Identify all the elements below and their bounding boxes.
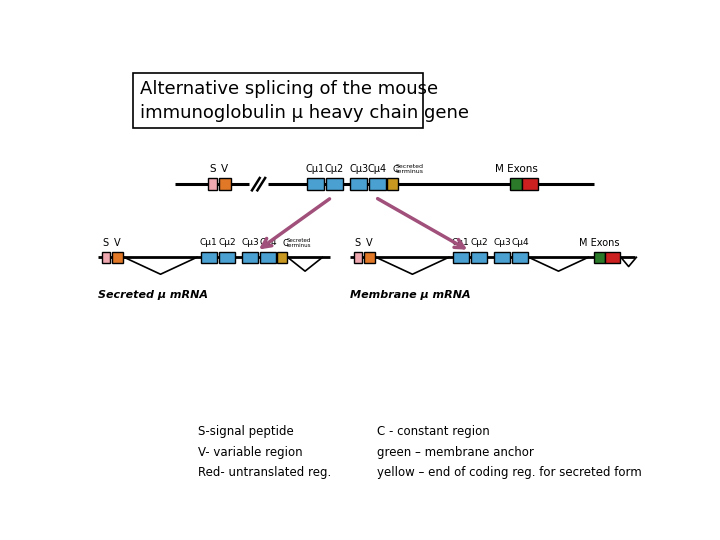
Text: S: S (209, 164, 216, 174)
Text: M Exons: M Exons (495, 164, 538, 174)
Bar (471, 252, 487, 263)
Bar (112, 252, 123, 263)
Text: Cμ2: Cμ2 (325, 164, 343, 174)
Bar (512, 252, 528, 263)
Text: Cμ4: Cμ4 (368, 164, 387, 174)
Text: Secreted
terminus: Secreted terminus (396, 164, 424, 174)
Text: Cμ4: Cμ4 (511, 238, 529, 247)
Text: Secreted μ mRNA: Secreted μ mRNA (98, 289, 208, 300)
Bar (201, 252, 217, 263)
Text: S: S (354, 238, 361, 248)
Bar (208, 178, 217, 190)
Bar (102, 252, 110, 263)
Text: Alternative splicing of the mouse
immunoglobulin μ heavy chain gene: Alternative splicing of the mouse immuno… (140, 80, 469, 123)
Bar (219, 178, 231, 190)
Text: Cμ2: Cμ2 (218, 238, 236, 247)
Bar (242, 252, 258, 263)
Bar (453, 252, 469, 263)
Text: C: C (392, 165, 398, 174)
Text: Secreted
terminus: Secreted terminus (287, 238, 311, 248)
Text: Cμ3: Cμ3 (349, 164, 369, 174)
Text: Cμ2: Cμ2 (470, 238, 488, 247)
Bar (594, 252, 605, 263)
Text: S: S (102, 238, 109, 248)
Bar (364, 252, 375, 263)
Bar (354, 252, 362, 263)
Text: C - constant region
green – membrane anchor
yellow – end of coding reg. for secr: C - constant region green – membrane anc… (377, 425, 642, 479)
Text: Cμ1: Cμ1 (306, 164, 325, 174)
Text: C: C (283, 239, 289, 248)
Bar (510, 178, 522, 190)
Bar (351, 178, 367, 190)
Bar (307, 178, 324, 190)
Text: Cμ4: Cμ4 (259, 238, 277, 247)
Text: S-signal peptide
V- variable region
Red- untranslated reg.: S-signal peptide V- variable region Red-… (199, 425, 332, 479)
Text: M Exons: M Exons (579, 238, 619, 248)
Bar (523, 178, 538, 190)
Bar (219, 252, 235, 263)
Bar (325, 178, 343, 190)
Bar (260, 252, 276, 263)
Text: V: V (114, 238, 120, 248)
Bar (276, 252, 287, 263)
Text: Cμ3: Cμ3 (241, 238, 259, 247)
Bar (606, 252, 620, 263)
Text: V: V (221, 164, 228, 174)
Bar (494, 252, 510, 263)
Bar (387, 178, 397, 190)
Text: Membrane μ mRNA: Membrane μ mRNA (350, 289, 470, 300)
Text: V: V (366, 238, 372, 248)
Text: Cμ1: Cμ1 (199, 238, 217, 247)
FancyBboxPatch shape (132, 72, 423, 128)
Bar (369, 178, 386, 190)
Text: Cμ1: Cμ1 (451, 238, 469, 247)
Text: Cμ3: Cμ3 (493, 238, 511, 247)
